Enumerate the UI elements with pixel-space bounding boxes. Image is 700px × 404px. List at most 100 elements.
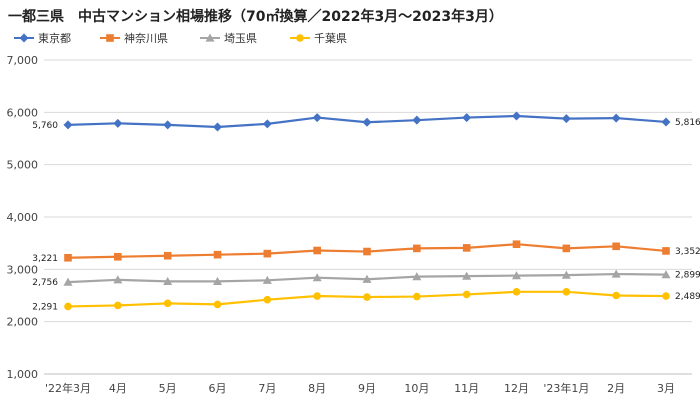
data-point [512,271,521,280]
legend-item: 千葉県 [290,31,347,45]
data-point [612,291,620,300]
data-label-first: 3,221 [32,254,58,264]
data-label-first: 2,756 [32,278,58,288]
series-square: 3,221 3,352 [32,240,700,264]
y-tick-label: 3,000 [7,263,39,276]
legend-label: 東京都 [38,31,71,45]
legend-label: 神奈川県 [124,31,168,45]
data-point [213,250,222,259]
data-point [362,117,372,127]
y-tick-label: 2,000 [7,316,39,329]
y-tick-label: 6,000 [7,106,39,119]
legend-swatch-marker [106,34,114,42]
data-point [313,246,321,255]
data-point [612,242,620,251]
axis-labels: 1,000 2,000 3,000 4,000 5,000 6,000 7,000 '22年3… [7,54,676,395]
x-tick-label: 3月 [657,382,675,395]
data-point [213,122,222,132]
x-tick-label: 7月 [258,382,276,395]
data-point [512,288,521,296]
x-tick-label: '23年1月 [543,381,589,395]
data-point [113,275,123,284]
data-point [362,274,372,283]
gridlines [44,59,692,375]
x-tick-label: 6月 [209,382,227,395]
data-point [114,301,122,310]
legend-item: 東京都 [14,31,71,45]
data-point [363,247,371,256]
data-point [263,295,272,304]
data-point [312,113,322,123]
data-point [263,249,272,258]
data-point [661,270,671,279]
data-label-last: 2,489 [675,292,700,302]
y-tick-label: 1,000 [7,368,39,381]
data-point [561,114,571,124]
series-circle: 2,291 2,489 [32,288,700,312]
data-point [462,113,472,123]
legend-swatch-marker [19,33,29,43]
data-point [462,290,471,299]
data-point [213,276,222,285]
data-point [64,302,72,311]
data-point [313,292,321,300]
data-point [512,240,521,249]
data-point [413,244,421,253]
data-label-last: 3,352 [675,247,700,257]
data-label-last: 5,816 [675,118,700,128]
data-label-first: 5,760 [32,121,58,131]
series-triangle: 2,756 2,899 [32,269,700,288]
data-point [611,113,621,123]
x-tick-label: 4月 [109,382,127,395]
x-tick-label: '22年3月 [45,381,91,395]
data-point [63,120,73,130]
data-point [114,252,122,261]
data-point [662,247,670,255]
data-point [262,275,272,284]
x-tick-label: 10月 [404,382,429,395]
legend-label: 千葉県 [314,31,347,45]
data-point [512,111,521,121]
data-label-last: 2,899 [675,271,700,281]
data-point [163,276,173,285]
data-point [412,272,422,281]
x-tick-label: 8月 [308,382,326,395]
x-tick-label: 5月 [159,382,177,395]
data-point [562,244,571,253]
data-point [662,292,670,300]
x-tick-label: 11月 [454,382,479,395]
data-point [462,271,472,280]
legend-item: 神奈川県 [100,31,168,45]
data-point [163,251,172,260]
legend-swatch-marker [296,34,304,42]
legend-swatch-marker [205,33,215,42]
data-point [163,299,172,308]
data-point [462,244,471,252]
x-tick-label: 12月 [504,382,529,395]
data-point [262,119,272,129]
x-tick-label: 2月 [607,382,625,395]
y-tick-label: 4,000 [7,211,39,224]
data-point [312,273,322,282]
data-point [64,253,72,262]
legend-label: 埼玉県 [224,31,257,45]
y-tick-label: 7,000 [7,54,39,67]
data-point [213,300,222,309]
data-point [363,293,371,301]
series-group: 5,760 5,816 3,221 3,352 2,756 2,899 2,291 2,489 [32,111,700,312]
data-point [561,270,571,279]
data-point [413,292,421,301]
data-label-first: 2,291 [32,302,58,312]
data-point [113,118,123,128]
series-diamond: 5,760 5,816 [32,111,700,132]
data-point [63,277,73,286]
data-point [611,269,621,278]
data-point [661,117,671,127]
data-point [163,120,173,130]
legend-item: 埼玉県 [200,31,257,45]
chart-title: 一都三県 中古マンション相場推移（70㎡換算／2022年3月～2023年3月） [8,9,503,25]
y-tick-label: 5,000 [7,159,39,172]
legend: 東京都 神奈川県 埼玉県 千葉県 [14,31,347,45]
data-point [562,288,571,296]
